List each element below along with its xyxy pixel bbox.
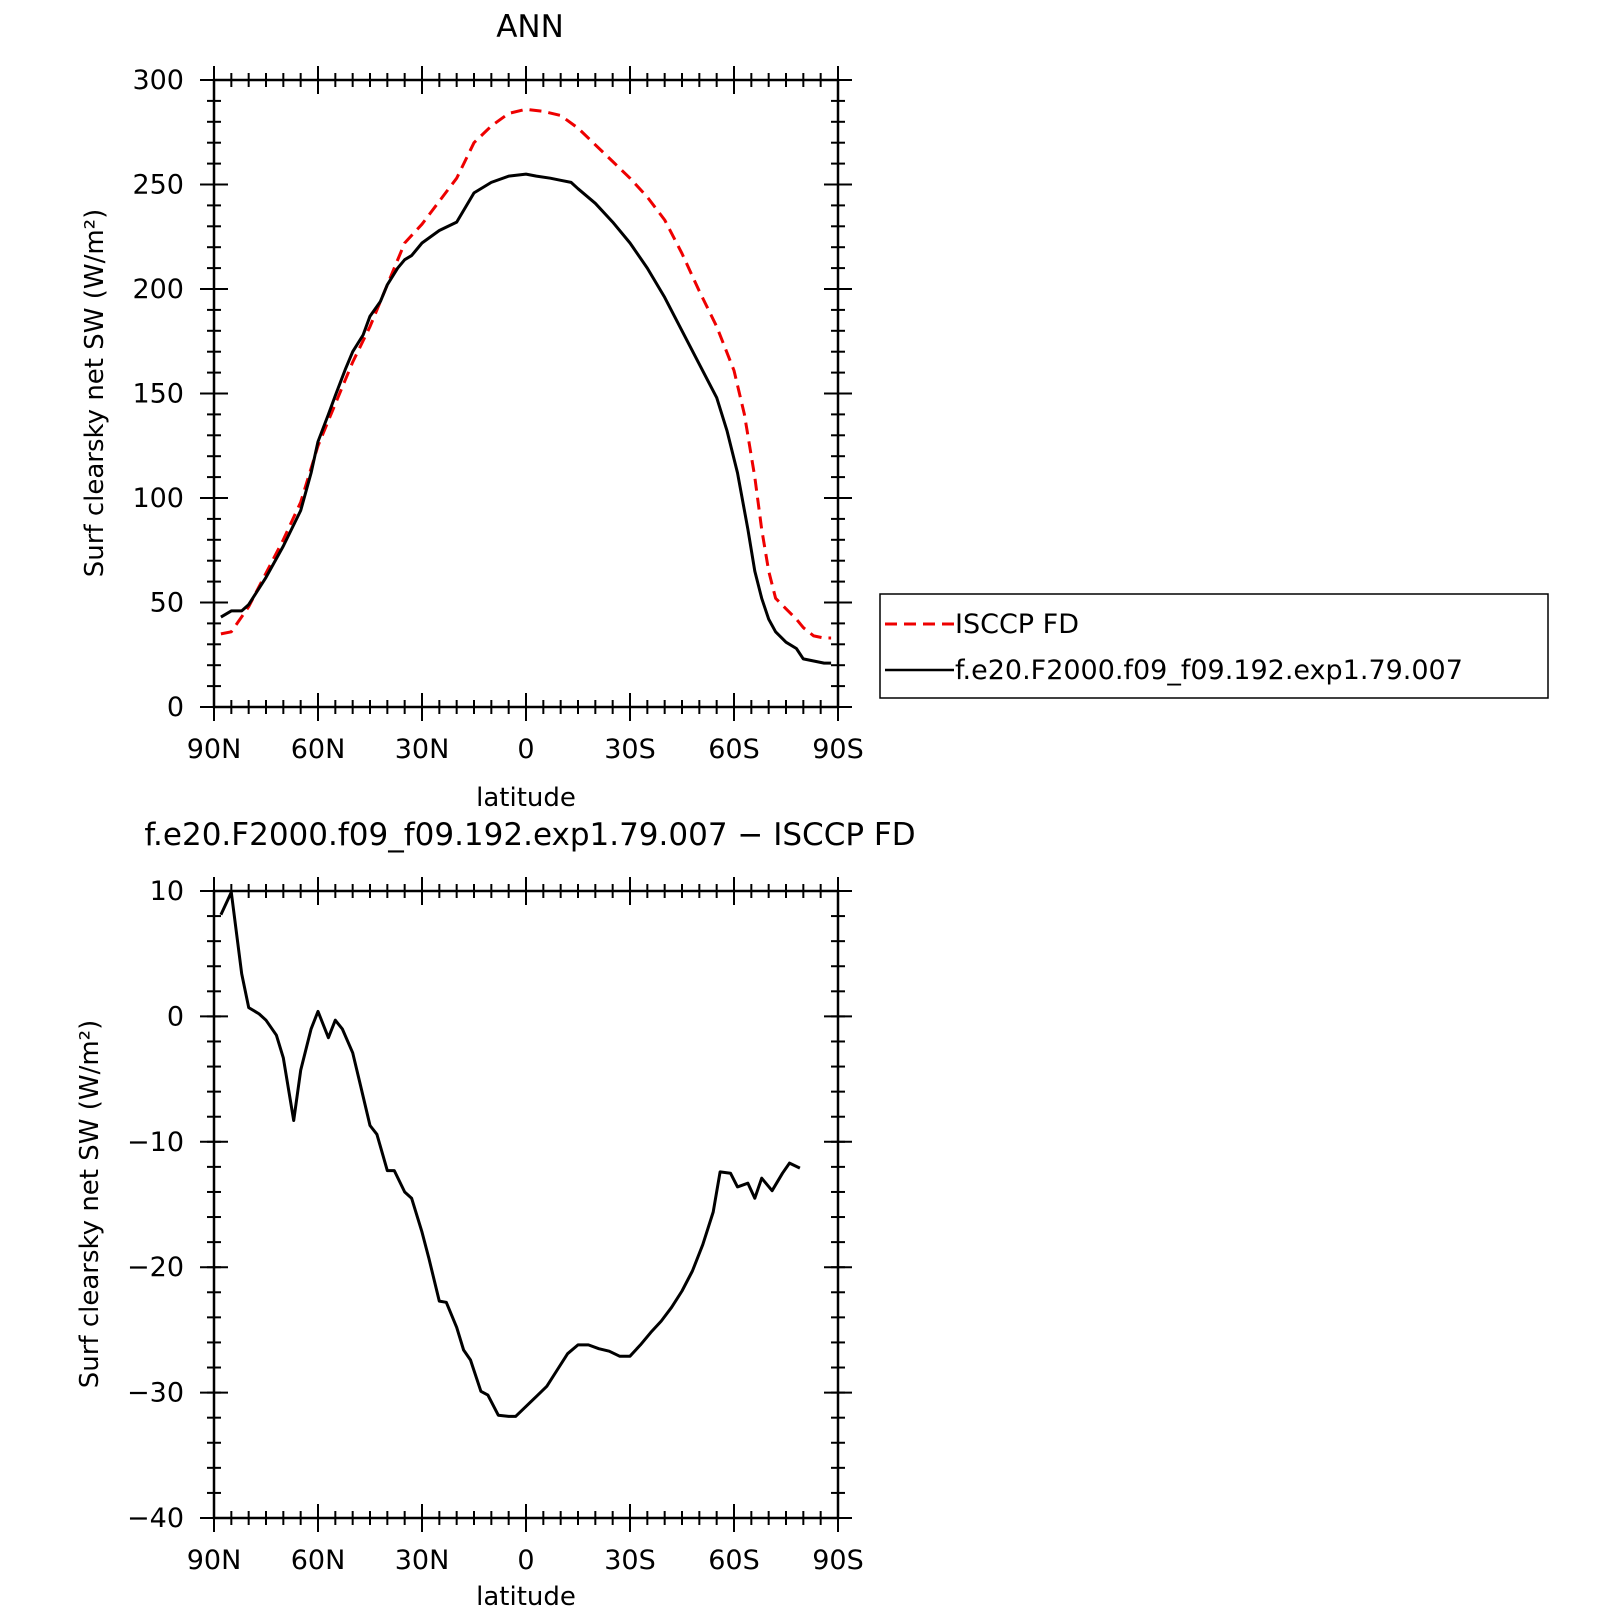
x-tick-label: 90N (187, 1545, 242, 1576)
x-tick-label: 0 (517, 1545, 534, 1576)
top-chart-plot-frame (212, 78, 840, 709)
legend-label-isccp-fd: ISCCP FD (955, 609, 1079, 640)
y-tick-label: −30 (127, 1378, 184, 1409)
x-tick-label: 90S (812, 734, 864, 765)
series-line-model (220, 172, 832, 665)
bottom-chart-series (219, 890, 801, 1418)
top-chart-title: ANN (496, 9, 564, 45)
bottom-chart-title: f.e20.F2000.f09_f09.192.exp1.79.007 − IS… (144, 817, 915, 853)
y-tick-label: 200 (132, 274, 184, 305)
legend-box (879, 593, 1549, 699)
x-tick-label: 60N (291, 1545, 346, 1576)
y-tick-label: 50 (150, 588, 184, 619)
bottom-chart-y-axis-label: Surf clearsky net SW (W/m²) (75, 1020, 105, 1388)
top-chart-series (220, 107, 832, 665)
y-tick-label: −10 (127, 1127, 184, 1158)
top-chart-x-axis-label: latitude (476, 783, 576, 813)
y-tick-label: −20 (127, 1252, 184, 1283)
x-tick-label: 90S (812, 1545, 864, 1576)
top-chart-y-axis-label: Surf clearsky net SW (W/m²) (80, 209, 110, 577)
legend-label-model: f.e20.F2000.f09_f09.192.exp1.79.007 (955, 655, 1463, 686)
x-tick-label: 90N (187, 734, 242, 765)
y-tick-label: 150 (132, 379, 184, 410)
bottom-chart-plot-frame (212, 889, 840, 1520)
x-tick-label: 30S (604, 1545, 656, 1576)
y-tick-label: −40 (127, 1503, 184, 1534)
bottom-chart-x-axis-label: latitude (476, 1582, 576, 1612)
x-tick-label: 60S (708, 734, 760, 765)
top-chart-legend: ISCCP FD f.e20.F2000.f09_f09.192.exp1.79… (879, 593, 1549, 699)
y-tick-label: 100 (132, 483, 184, 514)
bottom-chart-panel: f.e20.F2000.f09_f09.192.exp1.79.007 − IS… (75, 817, 916, 1612)
x-tick-label: 30S (604, 734, 656, 765)
y-tick-label: 300 (132, 65, 184, 96)
x-tick-label: 60N (291, 734, 346, 765)
y-tick-label: 0 (167, 692, 184, 723)
bottom-chart-tick-labels: 90N 60N 30N 0 30S 60S 90S 10 0 −10 −20 −30 −40 (127, 876, 864, 1576)
top-chart-panel: ANN 90N 60N 30N 0 30S 60S 90S 0 50 100 150 200 250 30… (80, 9, 864, 813)
x-tick-label: 30N (395, 734, 450, 765)
bottom-chart-tick-marks (200, 877, 852, 1532)
top-chart-tick-labels: 90N 60N 30N 0 30S 60S 90S 0 50 100 150 200 250 300 (132, 65, 863, 765)
x-tick-label: 0 (517, 734, 534, 765)
y-tick-label: 10 (150, 876, 184, 907)
y-tick-label: 250 (132, 170, 184, 201)
x-tick-label: 60S (708, 1545, 760, 1576)
x-tick-label: 30N (395, 1545, 450, 1576)
top-chart-tick-marks (200, 66, 852, 721)
y-tick-label: 0 (167, 1001, 184, 1032)
series-line-isccp-fd (220, 107, 832, 640)
series-line-difference (219, 890, 801, 1418)
